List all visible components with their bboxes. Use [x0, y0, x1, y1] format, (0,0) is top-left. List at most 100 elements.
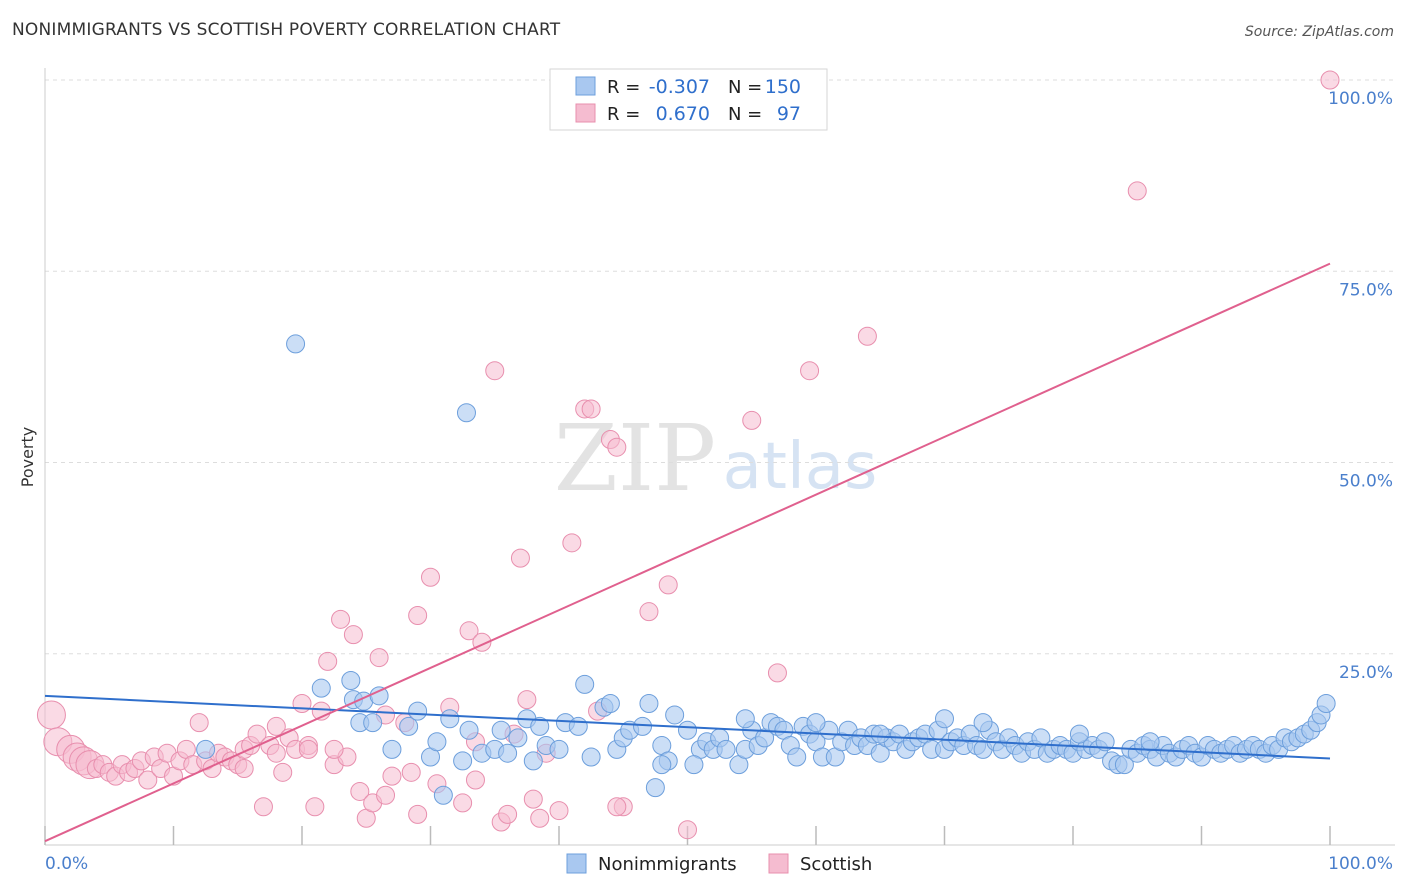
nonimmigrants-point	[935, 709, 954, 729]
legend-swatch-nonimmigrants	[566, 853, 587, 874]
scottish-point	[247, 724, 267, 744]
nonimmigrants-point	[399, 716, 419, 736]
legend-r-value: -0.307	[649, 76, 710, 98]
nonimmigrants-point	[973, 713, 993, 733]
scottish-point	[343, 625, 363, 645]
nonimmigrants-point	[341, 671, 361, 691]
nonimmigrants-point	[735, 709, 755, 729]
scottish-point	[562, 533, 582, 553]
legend-n-label: N =	[728, 104, 762, 125]
scottish-point	[350, 781, 370, 801]
legend-r-label: R =	[607, 77, 640, 98]
scottish-point	[331, 609, 351, 629]
nonimmigrants-point	[1069, 724, 1089, 744]
nonimmigrants-point	[806, 713, 826, 733]
scottish-point	[273, 762, 293, 782]
scottish-trend-line	[44, 262, 1331, 843]
scottish-point	[523, 789, 543, 809]
stats-legend: R = -0.307 N = 150 R = 0.670 N = 97	[549, 68, 828, 131]
scottish-point	[318, 651, 338, 671]
tick-labels: 25.0% 50.0% 75.0% 100.0% 0.0% 100.0%	[45, 89, 1393, 874]
nonimmigrants-points	[196, 334, 1336, 805]
nonimmigrants-point	[311, 678, 331, 698]
scottish-point	[1127, 181, 1147, 201]
nonimmigrants-point	[196, 739, 216, 759]
nonimmigrants-point	[498, 743, 518, 763]
scottish-point	[678, 820, 697, 840]
nonimmigrants-point	[453, 751, 473, 771]
nonimmigrants-point	[678, 720, 697, 740]
scottish-point	[369, 648, 389, 668]
nonimmigrants-point	[408, 701, 428, 721]
source-credit: Source: ZipAtlas.com	[1244, 24, 1394, 40]
nonimmigrants-point	[568, 716, 588, 736]
legend-r-value: 0.670	[656, 103, 710, 125]
nonimmigrants-point	[369, 686, 389, 706]
legend-n-value: 150	[765, 76, 801, 98]
y-tick-label: 75.0%	[1339, 280, 1393, 300]
nonimmigrants-point	[433, 785, 453, 805]
scottish-point	[401, 762, 421, 782]
legend-swatch-scottish	[768, 853, 789, 874]
trend-lines	[44, 262, 1331, 843]
scottish-point	[857, 326, 877, 346]
scottish-point	[253, 797, 273, 817]
nonimmigrants-point	[508, 728, 528, 748]
scottish-point	[36, 700, 66, 730]
legend-r-label: R =	[607, 104, 640, 125]
x-tick-label: 0.0%	[45, 854, 88, 874]
scottish-point	[459, 621, 479, 641]
nonimmigrants-point	[645, 778, 665, 798]
scottish-point	[382, 766, 402, 786]
scottish-point	[266, 716, 286, 736]
scottish-point	[421, 567, 440, 587]
nonimmigrants-point	[286, 334, 306, 354]
legend-label-nonimmigrants: Nonimmigrants	[598, 854, 737, 875]
nonimmigrants-point	[1316, 693, 1336, 713]
nonimmigrants-point	[633, 716, 653, 736]
watermark-zip: ZIP	[554, 405, 716, 512]
scottish-point	[767, 663, 787, 683]
scottish-point	[498, 804, 518, 824]
scottish-point	[465, 770, 485, 790]
nonimmigrants-point	[549, 739, 569, 759]
watermark-atlas: atlas	[723, 430, 878, 504]
scottish-point	[292, 693, 312, 713]
nonimmigrants-point	[600, 693, 620, 713]
scottish-point	[530, 808, 550, 828]
legend-label-scottish: Scottish	[800, 854, 872, 875]
scottish-point	[607, 797, 627, 817]
scottish-point	[639, 602, 659, 622]
y-axis-label: Poverty	[18, 427, 37, 488]
scottish-point	[408, 606, 428, 625]
scottish-point	[266, 743, 286, 763]
scottish-point	[510, 548, 530, 568]
scottish-point	[408, 804, 428, 824]
legend-swatch-blue	[575, 76, 596, 96]
y-tick-label: 25.0%	[1339, 663, 1393, 683]
scottish-point	[1320, 70, 1340, 90]
scottish-point	[581, 399, 601, 419]
nonimmigrants-point	[575, 674, 595, 694]
nonimmigrants-point	[652, 755, 672, 775]
y-tick-label: 50.0%	[1339, 472, 1393, 492]
nonimmigrants-point	[459, 720, 479, 740]
nonimmigrants-point	[440, 709, 460, 729]
nonimmigrants-point	[530, 716, 550, 736]
nonimmigrants-point	[382, 739, 402, 759]
scottish-point	[485, 361, 505, 381]
nonimmigrants-point	[363, 713, 383, 733]
nonimmigrants-point	[1140, 732, 1160, 752]
scottish-point	[234, 759, 254, 778]
scottish-point	[800, 361, 820, 381]
scottish-point	[658, 575, 678, 595]
scottish-point	[298, 739, 318, 759]
nonimmigrants-point	[870, 724, 890, 744]
nonimmigrants-point	[665, 705, 685, 725]
nonimmigrants-point	[1095, 732, 1115, 752]
chart-title: NONIMMIGRANTS VS SCOTTISH POVERTY CORREL…	[12, 20, 561, 40]
scottish-point	[324, 739, 344, 759]
nonimmigrants-point	[456, 403, 476, 423]
scottish-point	[138, 770, 158, 790]
